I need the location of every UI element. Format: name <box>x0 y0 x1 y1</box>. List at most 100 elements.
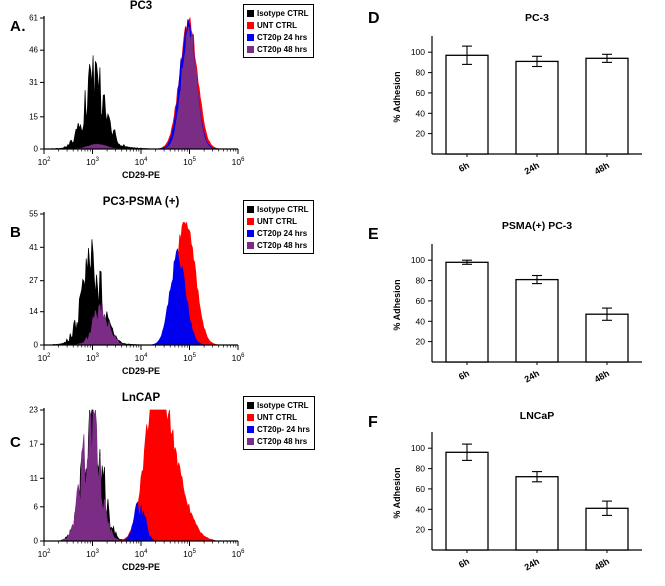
x-tick-label: 103 <box>86 353 99 363</box>
x-tick-label: 6h <box>457 556 471 570</box>
y-tick-label: 20 <box>416 525 426 535</box>
legend-item: CT20p 48 hrs <box>247 239 309 251</box>
x-tick-label: 106 <box>232 157 245 167</box>
legend-item: CT20p 24 hrs <box>247 227 309 239</box>
legend-item: CT20p 24 hrs <box>247 31 309 43</box>
chart-title-e: PSMA(+) PC-3 <box>501 220 573 232</box>
y-tick-label: 17 <box>29 440 38 449</box>
panel-letter-e: E <box>368 226 380 243</box>
y-tick-label: 61 <box>29 14 38 23</box>
series-isotype-ctrl <box>52 239 140 346</box>
bar-chart-f: 20 40 60 80 100 6h 24h 48h % Adhesion <box>392 432 642 572</box>
y-tick-label: 60 <box>416 88 426 98</box>
legend-item: Isotype CTRL <box>247 399 310 411</box>
legend-item: UNT CTRL <box>247 19 309 31</box>
y-tick-label: 15 <box>29 112 38 121</box>
legend-item: CT20p 48 hrs <box>247 43 309 55</box>
legend-item: UNT CTRL <box>247 215 309 227</box>
panel-letter-d: D <box>368 10 381 27</box>
series-ct20p-48-hrs <box>61 409 120 542</box>
y-tick-label: 80 <box>416 68 426 78</box>
x-tick-label: 104 <box>135 157 148 167</box>
x-tick-label: 24h <box>523 556 541 572</box>
bar-panel-f: F LNCaP 20 40 60 80 100 6h 24h 48h % Adhesion <box>342 404 664 586</box>
legend-label: UNT CTRL <box>257 216 297 226</box>
legend-label: CT20p 48 hrs <box>257 240 308 250</box>
x-tick-label: 48h <box>593 160 611 176</box>
legend-label: UNT CTRL <box>257 20 297 30</box>
x-tick-label: 6h <box>457 368 471 382</box>
x-tick-label: 106 <box>232 549 245 559</box>
legend-swatch <box>247 33 254 41</box>
y-tick-label: 60 <box>416 484 426 494</box>
legend-swatch <box>247 229 254 237</box>
y-axis-label: % Adhesion <box>392 467 402 518</box>
x-tick-label: 102 <box>38 157 51 167</box>
bar-panel-e: E PSMA(+) PC-3 20 40 60 80 100 6h 24h 48h % Adhe… <box>342 212 664 404</box>
bar-chart-e: 20 40 60 80 100 6h 24h 48h % Adhesion <box>392 244 642 384</box>
x-axis-label: CD29-PE <box>122 170 160 180</box>
y-tick-label: 27 <box>29 276 38 285</box>
panel-letter-a: A. <box>10 18 26 35</box>
series-ct20p-24-hrs <box>124 501 154 542</box>
bar <box>515 60 559 155</box>
flow-histogram-c: 0 6 11 17 23 102 103 104 105 106 CD29-PE <box>29 406 245 573</box>
bar-panel-d: D PC-3 20 40 60 80 100 6h 24h 48h % Adhesion <box>342 6 664 204</box>
y-tick-label: 11 <box>30 474 39 483</box>
legend-swatch <box>247 205 254 213</box>
legend-swatch <box>247 9 254 17</box>
flow-histogram-b: 0 14 27 41 55 102 103 104 105 106 CD29-PE <box>29 210 245 377</box>
y-tick-label: 40 <box>416 504 426 514</box>
legend-label: CT20p 24 hrs <box>257 228 308 238</box>
bar <box>585 57 629 155</box>
y-tick-label: 0 <box>34 145 39 154</box>
chart-title-a: PC3 <box>129 0 153 12</box>
legend-swatch <box>247 425 254 433</box>
legend-label: Isotype CTRL <box>257 400 309 410</box>
y-tick-label: 0 <box>34 537 39 546</box>
x-tick-label: 102 <box>38 549 51 559</box>
legend-label: CT20p 24 hrs <box>257 32 308 42</box>
legend-label: CT20p- 24 hrs <box>257 424 310 434</box>
legend-label: CT20p 48 hrs <box>257 436 308 446</box>
y-tick-label: 55 <box>29 210 38 219</box>
series-ct20p-24-hrs <box>152 248 205 346</box>
x-axis-label: CD29-PE <box>122 366 160 376</box>
x-axis-label: CD29-PE <box>122 562 160 572</box>
y-axis-label: % Adhesion <box>392 71 402 122</box>
legend-label: Isotype CTRL <box>257 204 309 214</box>
flow-panel-c: C LnCAP 0 6 11 17 23 102 103 104 105 106 CD29-PE I… <box>2 392 340 586</box>
series-isotype-ctrl <box>51 55 152 150</box>
bar <box>445 261 489 363</box>
y-tick-label: 23 <box>29 406 38 415</box>
bar-chart-d: 20 40 60 80 100 6h 24h 48h % Adhesion <box>392 36 642 176</box>
y-tick-label: 100 <box>411 47 425 57</box>
legend-item: Isotype CTRL <box>247 203 309 215</box>
bar <box>515 278 559 363</box>
bar <box>445 54 489 155</box>
y-tick-label: 6 <box>34 502 39 511</box>
x-tick-label: 104 <box>135 353 148 363</box>
x-tick-label: 48h <box>593 556 611 572</box>
y-tick-label: 40 <box>416 108 426 118</box>
series-ct20p-48-hrs <box>76 26 215 150</box>
x-tick-label: 104 <box>135 549 148 559</box>
legend-swatch <box>247 413 254 421</box>
chart-title-c: LnCAP <box>121 392 161 404</box>
legend-label: UNT CTRL <box>257 412 297 422</box>
bar <box>515 476 559 551</box>
x-tick-label: 103 <box>86 157 99 167</box>
chart-title-d: PC-3 <box>525 12 549 24</box>
x-tick-label: 103 <box>86 549 99 559</box>
y-tick-label: 100 <box>411 443 425 453</box>
legend-b: Isotype CTRL UNT CTRL CT20p 24 hrs CT20p 48… <box>243 200 314 254</box>
y-tick-label: 41 <box>29 243 38 252</box>
legend-swatch <box>247 241 254 249</box>
chart-title-f: LNCaP <box>519 410 555 422</box>
y-tick-label: 100 <box>411 255 425 265</box>
panel-letter-b: B <box>10 224 22 241</box>
y-tick-label: 0 <box>34 341 39 350</box>
flow-panel-b: B PC3-PSMA (+) 0 14 27 41 55 102 103 104 105 106 C… <box>2 196 340 392</box>
x-tick-label: 105 <box>183 353 196 363</box>
legend-item: Isotype CTRL <box>247 7 309 19</box>
